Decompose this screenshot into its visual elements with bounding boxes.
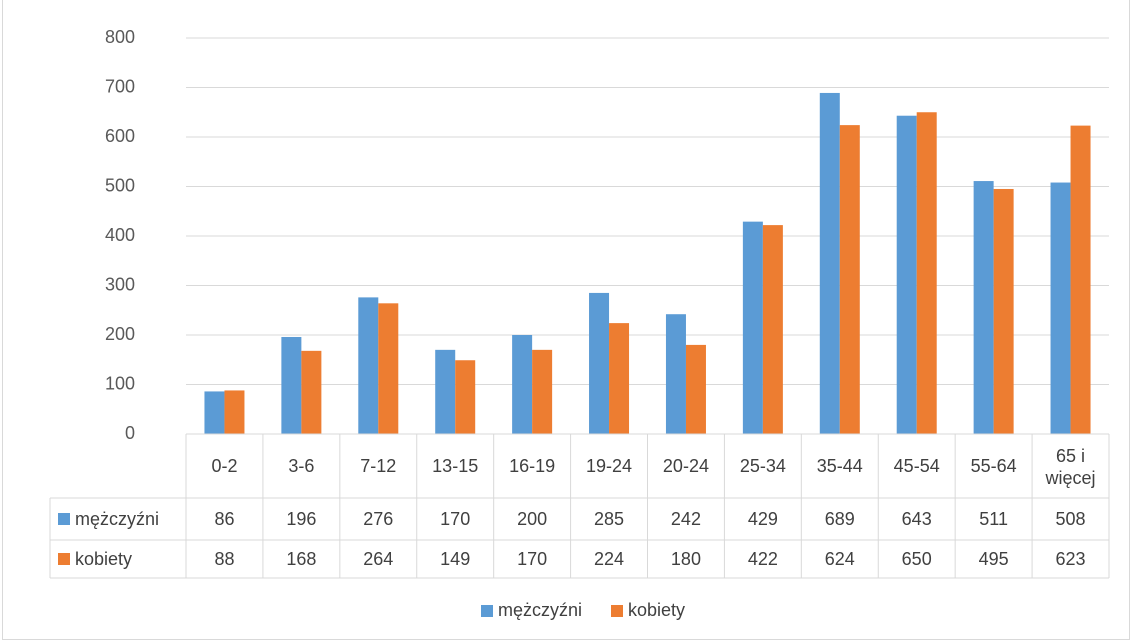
- y-tick-label: 300: [105, 274, 135, 294]
- data-label: 242: [671, 509, 701, 529]
- data-label: 429: [748, 509, 778, 529]
- data-label: 495: [979, 549, 1009, 569]
- x-tick-label: 3-6: [288, 456, 314, 476]
- bar-women: [1070, 125, 1091, 435]
- x-tick-label: 25-34: [740, 456, 786, 476]
- data-label: 224: [594, 549, 624, 569]
- data-label: 86: [214, 509, 234, 529]
- data-label: 624: [825, 549, 855, 569]
- x-tick-label: 65 i więcej: [1045, 446, 1096, 488]
- bar-women: [762, 225, 783, 434]
- legend-label: kobiety: [628, 600, 685, 620]
- bar-men: [589, 292, 610, 434]
- bar-women: [993, 188, 1014, 434]
- data-label: 200: [517, 509, 547, 529]
- bar-men: [204, 391, 225, 434]
- bar-men: [512, 335, 533, 434]
- data-label: 168: [286, 549, 316, 569]
- bar-men: [1050, 182, 1071, 434]
- table-series-name: kobiety: [75, 549, 132, 569]
- data-label: 623: [1056, 549, 1086, 569]
- data-label: 264: [363, 549, 393, 569]
- bar-men: [819, 92, 840, 434]
- legend-label: mężczyźni: [498, 600, 582, 620]
- data-label: 88: [214, 549, 234, 569]
- data-label: 180: [671, 549, 701, 569]
- x-tick-label: 16-19: [509, 456, 555, 476]
- bar-men: [665, 314, 686, 434]
- y-tick-label: 0: [125, 423, 135, 443]
- x-tick-label: 55-64: [971, 456, 1017, 476]
- table-legend-key: [58, 553, 70, 565]
- bar-men: [973, 181, 994, 434]
- data-label: 422: [748, 549, 778, 569]
- y-tick-label: 400: [105, 225, 135, 245]
- bar-women: [378, 303, 399, 434]
- y-tick-label: 200: [105, 324, 135, 344]
- legend-key: [481, 605, 493, 617]
- bar-women: [301, 350, 322, 434]
- bar-women: [224, 390, 245, 434]
- data-label: 689: [825, 509, 855, 529]
- y-tick-label: 100: [105, 373, 135, 393]
- y-tick-label: 500: [105, 175, 135, 195]
- x-tick-label: 45-54: [894, 456, 940, 476]
- bar-women: [455, 360, 476, 434]
- data-label: 170: [517, 549, 547, 569]
- bar-men: [435, 349, 456, 434]
- data-label: 643: [902, 509, 932, 529]
- data-label: 508: [1056, 509, 1086, 529]
- table-series-name: mężczyźni: [75, 509, 159, 529]
- data-label: 170: [440, 509, 470, 529]
- x-tick-label: 7-12: [360, 456, 396, 476]
- bar-women: [532, 349, 553, 434]
- y-tick-label: 800: [105, 27, 135, 47]
- data-label: 285: [594, 509, 624, 529]
- x-tick-label: 19-24: [586, 456, 632, 476]
- bar-men: [281, 336, 302, 434]
- bar-women: [609, 323, 630, 434]
- bar-women: [839, 125, 860, 435]
- y-tick-label: 700: [105, 76, 135, 96]
- bar-women: [685, 344, 706, 434]
- x-tick-label: 13-15: [432, 456, 478, 476]
- data-label: 149: [440, 549, 470, 569]
- x-tick-label: 20-24: [663, 456, 709, 476]
- data-label: 511: [979, 509, 1008, 529]
- bar-men: [896, 115, 917, 434]
- data-label: 650: [902, 549, 932, 569]
- bar-women: [916, 112, 937, 434]
- x-tick-label: 0-2: [211, 456, 237, 476]
- bar-men: [358, 297, 379, 434]
- table-legend-key: [58, 513, 70, 525]
- y-tick-label: 600: [105, 126, 135, 146]
- x-tick-label: 35-44: [817, 456, 863, 476]
- legend-key: [611, 605, 623, 617]
- bar-men: [742, 221, 763, 434]
- data-label: 196: [286, 509, 316, 529]
- data-label: 276: [363, 509, 393, 529]
